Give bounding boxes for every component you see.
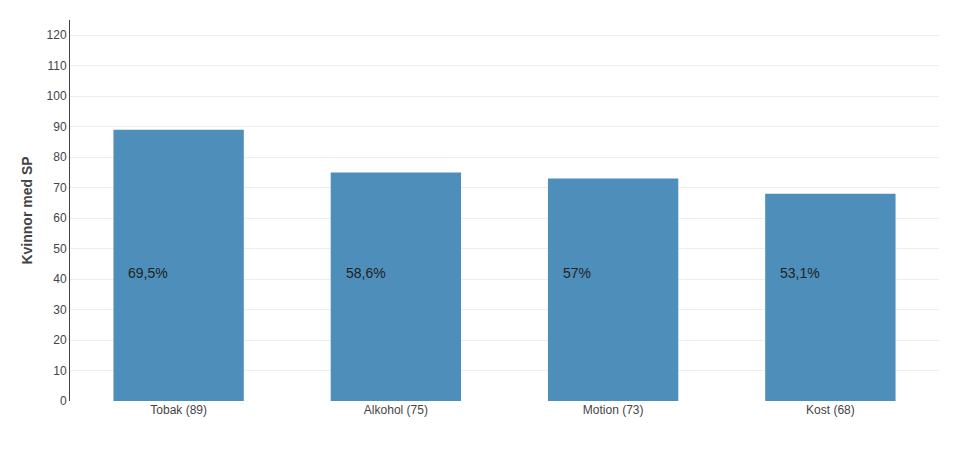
svg-text:120: 120 [47, 28, 67, 42]
svg-text:57%: 57% [563, 265, 591, 281]
svg-text:Motion (73): Motion (73) [583, 403, 644, 417]
svg-text:Tobak (89): Tobak (89) [150, 403, 207, 417]
svg-text:69,5%: 69,5% [128, 265, 168, 281]
svg-text:90: 90 [53, 120, 67, 134]
svg-text:10: 10 [53, 364, 67, 378]
svg-text:58,6%: 58,6% [346, 265, 386, 281]
svg-text:110: 110 [47, 59, 66, 73]
svg-text:40: 40 [53, 272, 67, 286]
svg-text:53,1%: 53,1% [780, 265, 820, 281]
svg-text:70: 70 [53, 181, 67, 195]
svg-text:80: 80 [53, 150, 67, 164]
svg-text:100: 100 [47, 89, 67, 103]
svg-text:30: 30 [53, 303, 67, 317]
svg-text:Kvinnor med SP: Kvinnor med SP [19, 156, 35, 264]
svg-text:60: 60 [53, 211, 67, 225]
svg-text:Kost (68): Kost (68) [806, 403, 855, 417]
svg-text:0: 0 [60, 394, 67, 408]
svg-text:20: 20 [53, 333, 67, 347]
svg-text:50: 50 [53, 242, 67, 256]
svg-text:Alkohol (75): Alkohol (75) [364, 403, 428, 417]
